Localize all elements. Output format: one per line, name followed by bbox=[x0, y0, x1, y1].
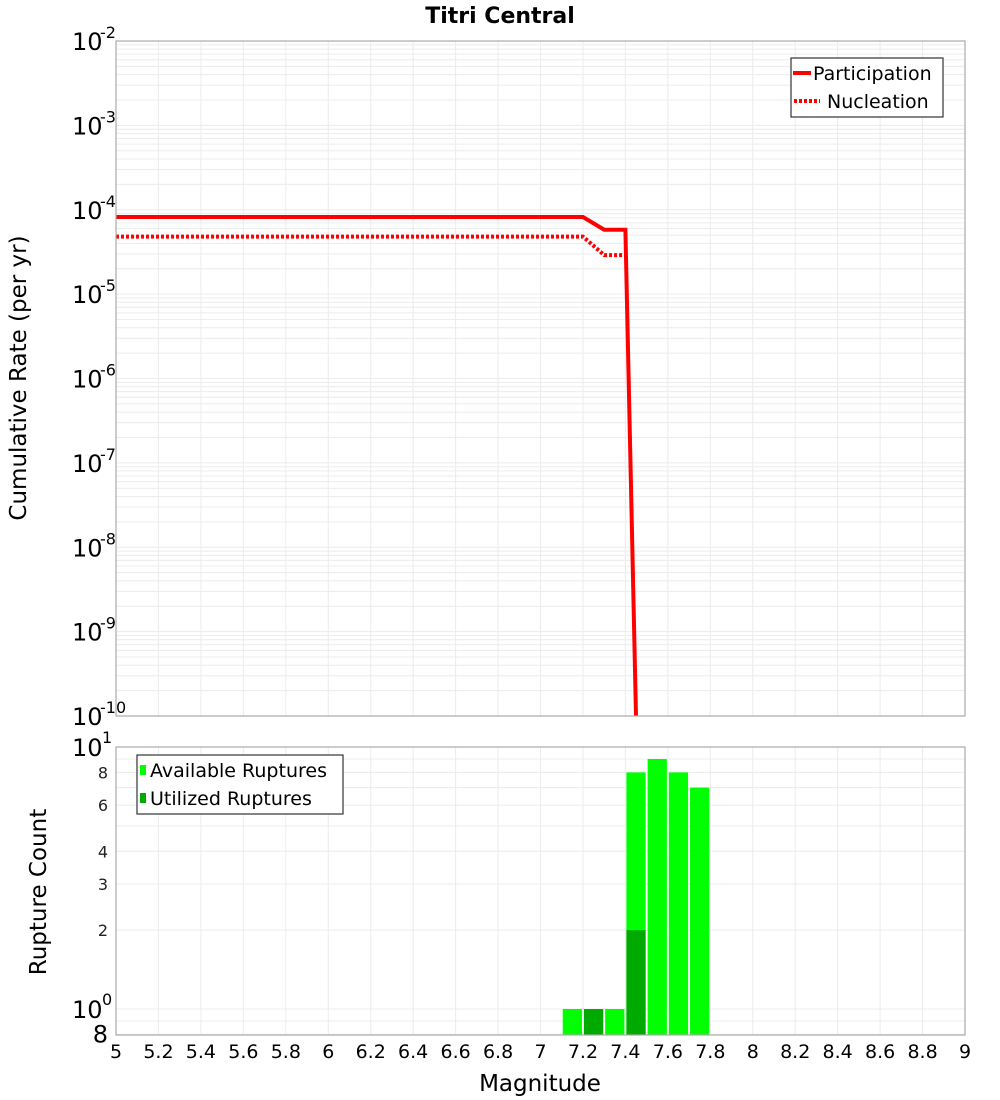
y-tick-label: 8 bbox=[93, 1020, 108, 1048]
x-tick-label: 7.2 bbox=[568, 1041, 598, 1063]
svg-text:-6: -6 bbox=[100, 361, 116, 380]
svg-text:3: 3 bbox=[98, 875, 108, 894]
x-tick-label: 6.6 bbox=[440, 1041, 470, 1063]
mfd-chart: Titri Central 10-210-310-410-510-610-710… bbox=[0, 0, 1000, 1100]
x-tick-label: 5.6 bbox=[228, 1041, 258, 1063]
y-tick-label: 10-2 bbox=[72, 23, 116, 56]
svg-text:10: 10 bbox=[72, 734, 103, 762]
x-tick-label: 8.8 bbox=[907, 1041, 937, 1063]
svg-text:2: 2 bbox=[98, 921, 108, 940]
y-tick-label: 10-7 bbox=[72, 445, 116, 478]
y-tick-label: 2 bbox=[98, 921, 108, 940]
y-tick-label: 101 bbox=[72, 728, 112, 762]
x-tick-label: 5.2 bbox=[143, 1041, 173, 1063]
x-tick-label: 5 bbox=[110, 1041, 122, 1063]
x-tick-label: 8.2 bbox=[780, 1041, 810, 1063]
x-tick-label: 5.8 bbox=[271, 1041, 301, 1063]
top-legend: Participation Nucleation bbox=[791, 58, 943, 117]
x-tick-label: 7.4 bbox=[610, 1041, 640, 1063]
available-legend-swatch bbox=[140, 765, 146, 775]
y-tick-label: 10-6 bbox=[72, 361, 116, 394]
svg-text:-2: -2 bbox=[100, 23, 116, 42]
svg-text:-4: -4 bbox=[100, 192, 116, 211]
x-tick-label: 9 bbox=[959, 1041, 971, 1063]
y-tick-label: 3 bbox=[98, 875, 108, 894]
chart-title: Titri Central bbox=[425, 4, 575, 29]
x-tick-label: 6.2 bbox=[356, 1041, 386, 1063]
svg-text:1: 1 bbox=[102, 728, 112, 747]
utilized-bar bbox=[584, 1009, 603, 1035]
svg-text:-7: -7 bbox=[100, 445, 116, 464]
y-tick-label: 4 bbox=[98, 842, 108, 861]
legend-nucleation: Nucleation bbox=[827, 91, 929, 113]
svg-text:-3: -3 bbox=[100, 107, 116, 126]
legend-utilized: Utilized Ruptures bbox=[150, 788, 312, 810]
svg-text:10: 10 bbox=[72, 197, 103, 225]
y-tick-label: 10-3 bbox=[72, 107, 116, 140]
available-bar bbox=[669, 772, 688, 1035]
y-tick-label: 10-5 bbox=[72, 276, 116, 309]
svg-text:4: 4 bbox=[98, 842, 108, 861]
x-ticks: 5 5.2 5.4 5.6 5.8 6 6.2 6.4 6.6 6.8 7 7.2 7.4 7.6 7.8 8… bbox=[110, 1041, 971, 1063]
svg-text:8: 8 bbox=[98, 763, 108, 782]
svg-text:10: 10 bbox=[72, 534, 103, 562]
legend-participation: Participation bbox=[813, 63, 932, 85]
bottom-y-axis-label: Rupture Count bbox=[26, 809, 52, 975]
svg-text:-5: -5 bbox=[100, 276, 116, 295]
svg-text:10: 10 bbox=[72, 28, 103, 56]
y-tick-label: 10-8 bbox=[72, 529, 116, 562]
svg-text:0: 0 bbox=[102, 990, 112, 1009]
svg-text:10: 10 bbox=[72, 619, 103, 647]
legend-available: Available Ruptures bbox=[150, 760, 327, 782]
bottom-y-ticks: 101864321008 bbox=[72, 728, 112, 1048]
bottom-legend: Available Ruptures Utilized Ruptures bbox=[137, 755, 343, 814]
svg-text:10: 10 bbox=[72, 450, 103, 478]
x-tick-label: 5.4 bbox=[186, 1041, 216, 1063]
svg-text:10: 10 bbox=[72, 703, 103, 731]
svg-text:10: 10 bbox=[72, 112, 103, 140]
y-tick-label: 10-10 bbox=[72, 698, 126, 731]
svg-text:8: 8 bbox=[93, 1020, 108, 1048]
x-tick-label: 7.8 bbox=[695, 1041, 725, 1063]
y-tick-label: 100 bbox=[72, 990, 112, 1024]
x-tick-label: 8.6 bbox=[865, 1041, 895, 1063]
top-grid bbox=[116, 41, 965, 716]
y-tick-label: 6 bbox=[98, 796, 108, 815]
x-axis-label: Magnitude bbox=[479, 1071, 601, 1097]
y-tick-label: 10-9 bbox=[72, 614, 116, 647]
x-tick-label: 8.4 bbox=[823, 1041, 853, 1063]
top-y-axis-label: Cumulative Rate (per yr) bbox=[6, 235, 32, 520]
available-bar bbox=[648, 759, 667, 1035]
x-tick-label: 6.8 bbox=[483, 1041, 513, 1063]
svg-text:10: 10 bbox=[72, 366, 103, 394]
x-tick-label: 8 bbox=[747, 1041, 759, 1063]
y-tick-label: 10-4 bbox=[72, 192, 116, 225]
svg-text:-8: -8 bbox=[100, 529, 116, 548]
x-tick-label: 7 bbox=[534, 1041, 546, 1063]
svg-text:-10: -10 bbox=[100, 698, 126, 717]
utilized-legend-swatch bbox=[140, 793, 146, 803]
svg-text:10: 10 bbox=[72, 281, 103, 309]
bottom-plot: 101864321008 Rupture Count Available Rup… bbox=[26, 728, 965, 1048]
svg-text:-9: -9 bbox=[100, 614, 116, 633]
available-bar bbox=[690, 788, 709, 1035]
y-tick-label: 8 bbox=[98, 763, 108, 782]
top-plot: 10-210-310-410-510-610-710-810-910-10 Cu… bbox=[6, 23, 965, 731]
available-bar bbox=[563, 1009, 582, 1035]
x-tick-label: 6.4 bbox=[398, 1041, 428, 1063]
x-tick-label: 6 bbox=[322, 1041, 334, 1063]
utilized-bar bbox=[626, 930, 645, 1035]
svg-text:6: 6 bbox=[98, 796, 108, 815]
x-tick-label: 7.6 bbox=[653, 1041, 683, 1063]
available-bar bbox=[605, 1009, 624, 1035]
